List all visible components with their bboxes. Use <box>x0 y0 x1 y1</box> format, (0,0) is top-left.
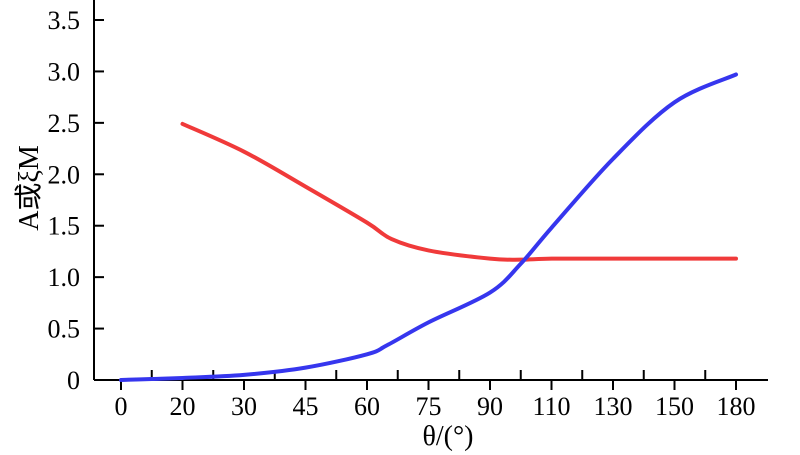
y-tick-label: 2.5 <box>48 109 81 138</box>
x-tick-label: 180 <box>717 392 756 421</box>
x-tick-label: 130 <box>594 392 633 421</box>
x-tick-label: 30 <box>231 392 257 421</box>
x-tick-label: 60 <box>354 392 380 421</box>
y-tick-label: 2.0 <box>48 160 81 189</box>
y-axis-title: A或ξM <box>13 145 45 231</box>
y-tick-label: 1.0 <box>48 263 81 292</box>
series-layer <box>119 72 738 382</box>
x-axis-ticks: 0 20 30 45 60 75 90 110 130 150 180 <box>115 370 756 421</box>
x-tick-label: 75 <box>416 392 442 421</box>
x-tick-label: 20 <box>170 392 196 421</box>
x-tick-label: 90 <box>477 392 503 421</box>
x-axis-title: θ/(°) <box>422 421 473 452</box>
x-tick-label: 0 <box>115 392 128 421</box>
y-tick-label: 3.5 <box>48 6 81 35</box>
y-tick-label: 1.5 <box>48 212 81 241</box>
x-tick-label: 110 <box>532 392 570 421</box>
x-tick-label: 45 <box>293 392 319 421</box>
y-tick-label: 0.5 <box>48 315 81 344</box>
series-line-2 <box>119 72 738 382</box>
y-tick-label: 0 <box>67 366 80 395</box>
y-tick-label: 3.0 <box>48 57 81 86</box>
y-axis-ticks: 0 0.5 1.0 1.5 2.0 2.5 3.0 3.5 <box>48 6 104 395</box>
x-tick-label: 150 <box>655 392 694 421</box>
series-line-1 <box>180 121 738 262</box>
